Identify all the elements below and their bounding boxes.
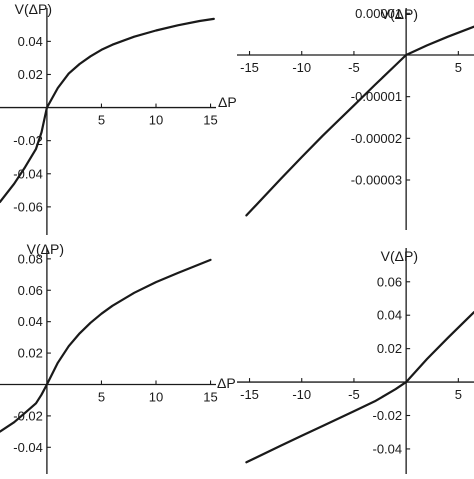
panel-4-x-tick-label-0: -15	[240, 387, 259, 402]
panel-1-y-tick-label-4: -0.06	[13, 199, 43, 214]
panel-2-y-axis-label: V(ΔP)	[381, 6, 418, 22]
panel-2-y-tick-label-3: -0.00003	[351, 173, 402, 188]
panel-2-series-line	[245, 25, 474, 217]
panel-4-series-line	[245, 311, 474, 464]
panel-3-x-tick-label-1: 10	[149, 389, 163, 404]
panel-1-y-tick-label-2: -0.02	[13, 133, 43, 148]
panel-3-y-axis-label: V(ΔP)	[27, 241, 64, 257]
panel-2-y-tick-label-1: -0.00001	[351, 89, 402, 104]
panel-1-y-tick-label-0: 0.04	[18, 34, 43, 49]
panel-3-x-tick-label-2: 15	[203, 389, 217, 404]
panel-4-y-tick-label-2: 0.02	[377, 341, 402, 356]
panel-4-x-tick-label-1: -10	[292, 387, 311, 402]
panel-1-series-line	[0, 17, 215, 203]
panel-4-y-axis-label: V(ΔP)	[381, 248, 418, 264]
panel-1-y-axis-label: V(ΔP)	[15, 1, 52, 17]
panel-4-x-tick-label-3: 5	[455, 387, 462, 402]
panel-2-x-tick-label-0: -15	[240, 60, 259, 75]
panel-1-x-tick-label-0: 5	[98, 113, 105, 128]
panel-3-y-tick-label-3: 0.02	[18, 346, 43, 361]
panel-3-y-tick-label-0: 0.08	[18, 251, 43, 266]
panel-2-x-tick-label-2: -5	[348, 60, 360, 75]
panel-1-x-axis-label: ΔP	[218, 94, 237, 110]
panel-4: -15 -10 -5 5 0.06 0.04 0.02 -0.02 -0.04 V(ΔP)	[237, 248, 474, 474]
panel-3-series-line	[0, 258, 212, 433]
panel-4-x-tick-label-2: -5	[348, 387, 360, 402]
panel-3-x-tick-label-0: 5	[98, 389, 105, 404]
panel-3-y-tick-label-4: -0.02	[13, 408, 43, 423]
panel-3-y-tick-label-1: 0.06	[18, 283, 43, 298]
panel-2-y-tick-label-0: 0.00001	[355, 6, 402, 21]
panel-2-x-tick-label-1: -10	[292, 60, 311, 75]
panel-4-y-tick-label-4: -0.04	[372, 441, 402, 456]
panel-4-y-tick-label-1: 0.04	[377, 308, 402, 323]
panel-1-x-tick-label-2: 15	[203, 113, 217, 128]
panel-1-x-tick-label-1: 10	[149, 113, 163, 128]
panel-3-x-axis-label: ΔP	[217, 375, 236, 391]
panel-4-y-tick-label-3: -0.02	[372, 408, 402, 423]
panel-3: 5 10 15 0.08 0.06 0.04 0.02 -0.02 -0.04 V(ΔP) ΔP	[0, 241, 236, 474]
panel-3-y-tick-label-5: -0.04	[13, 440, 43, 455]
panel-4-y-tick-label-0: 0.06	[377, 274, 402, 289]
panel-1-y-tick-label-1: 0.02	[18, 67, 43, 82]
panel-2-x-tick-label-3: 5	[455, 60, 462, 75]
panel-1: 5 10 15 0.04 0.02 -0.02 -0.04 -0.06 V(ΔP) ΔP	[0, 1, 237, 235]
panel-3-y-tick-label-2: 0.04	[18, 314, 43, 329]
panel-1-y-tick-label-3: -0.04	[13, 166, 43, 181]
panel-2-y-tick-label-2: -0.00002	[351, 131, 402, 146]
panel-2: -15 -10 -5 5 0.00001 -0.00001 -0.00002 -0.00003…	[237, 6, 474, 230]
